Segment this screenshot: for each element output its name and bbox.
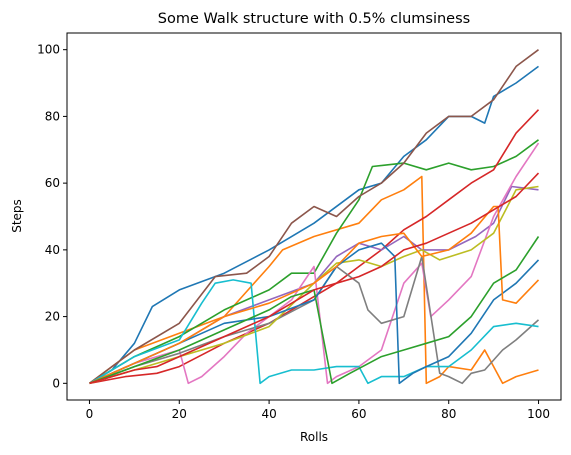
x-tick-label: 100: [527, 407, 550, 421]
series-line-11: [89, 242, 540, 385]
y-tick-label: 60: [45, 176, 60, 190]
series-lines: [89, 49, 540, 385]
series-line-10: [89, 279, 539, 385]
y-tick-label: 80: [45, 109, 60, 123]
x-axis-ticks: 0 20 40 60 80 100: [86, 400, 550, 421]
series-line-7: [89, 142, 540, 385]
chart-title: Some Walk structure with 0.5% clumsiness: [158, 11, 470, 27]
series-line-8: [89, 255, 540, 385]
x-tick-label: 40: [261, 407, 276, 421]
series-line-13: [89, 236, 540, 385]
series-line-4: [89, 109, 540, 385]
series-line-2: [89, 175, 539, 385]
y-tick-label: 100: [37, 43, 60, 57]
x-axis-label: Rolls: [300, 430, 328, 444]
series-line-12: [89, 205, 540, 385]
plot-frame: [66, 32, 562, 401]
series-line-6: [89, 49, 539, 384]
y-axis-ticks: 0 20 40 60 80 100: [37, 43, 67, 390]
x-tick-label: 20: [172, 407, 187, 421]
y-tick-label: 0: [52, 376, 60, 390]
series-line-1: [89, 65, 539, 384]
series-line-14: [89, 172, 540, 385]
y-tick-label: 20: [45, 310, 60, 324]
x-tick-label: 0: [86, 407, 94, 421]
y-tick-label: 40: [45, 243, 60, 257]
series-line-9: [89, 185, 539, 385]
x-tick-label: 60: [351, 407, 366, 421]
y-axis-label: Steps: [10, 199, 24, 233]
series-line-3: [89, 139, 539, 384]
x-tick-label: 80: [441, 407, 456, 421]
